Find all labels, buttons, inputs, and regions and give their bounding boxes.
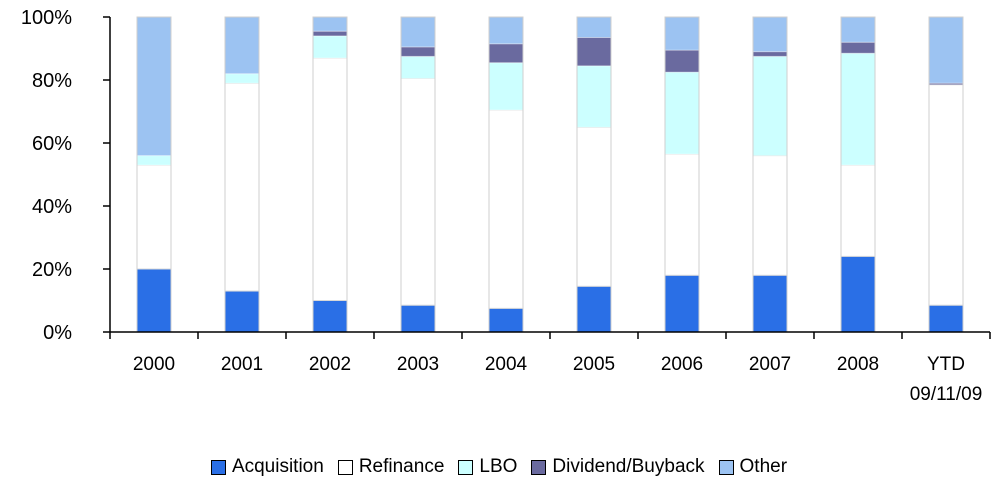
bar-segment-acquisition	[400, 304, 436, 333]
bar-segment-acquisition	[840, 255, 876, 333]
x-tick-label: 2005	[573, 354, 615, 375]
legend-item-refinance: Refinance	[337, 456, 445, 478]
legend-label: Other	[739, 456, 788, 477]
y-tick-label: 60%	[32, 133, 72, 155]
y-axis: 0% 20% 40% 60% 80% 100%	[21, 7, 111, 344]
bar-segment-refinance	[224, 82, 260, 292]
x-tick-label: 2002	[309, 354, 351, 375]
bar-segment-lbo	[576, 65, 612, 128]
legend-swatch	[337, 459, 353, 475]
legend-label: Refinance	[358, 456, 445, 477]
bar-segment-refinance	[928, 84, 964, 306]
bar-segment-refinance	[136, 164, 172, 270]
legend-item-acquisition: Acquisition	[210, 456, 324, 478]
legend-swatch	[718, 459, 734, 475]
legend-label: LBO	[479, 456, 518, 477]
bar-segment-lbo	[840, 52, 876, 166]
bar-segment-acquisition	[224, 290, 260, 333]
legend-item-lbo: LBO	[458, 456, 517, 478]
legend-item-other: Other	[718, 456, 788, 478]
bar-segment-dividend-buyback	[400, 46, 436, 57]
bars	[136, 16, 964, 333]
bar-segment-lbo	[224, 73, 260, 84]
bar-segment-acquisition	[488, 307, 524, 333]
bar-segment-refinance	[664, 153, 700, 276]
bar-segment-other	[488, 16, 524, 45]
x-tick-label: 2001	[221, 354, 263, 375]
bar-segment-other	[928, 16, 964, 84]
bar-segment-dividend-buyback	[312, 30, 348, 37]
bar-segment-other	[664, 16, 700, 51]
x-tick-label: 2004	[485, 354, 528, 375]
bar-segment-lbo	[136, 155, 172, 166]
legend: Acquisition Refinance LBO Dividend/Buyback O…	[0, 456, 998, 478]
bar-segment-lbo	[752, 55, 788, 157]
bar-segment-acquisition	[136, 268, 172, 333]
bar-segment-refinance	[576, 126, 612, 287]
legend-swatch	[531, 459, 547, 475]
bar-segment-other	[840, 16, 876, 43]
bar-segment-lbo	[312, 35, 348, 59]
bar-segment-dividend-buyback	[488, 43, 524, 64]
x-tick-label: 2006	[661, 354, 703, 375]
x-tick-label: 2008	[837, 354, 879, 375]
bar-segment-refinance	[312, 57, 348, 302]
legend-item-dividend-buyback: Dividend/Buyback	[531, 456, 705, 478]
x-tick-label: 2003	[397, 354, 439, 375]
bar-segment-lbo	[488, 62, 524, 111]
bar-segment-dividend-buyback	[752, 51, 788, 57]
x-tick-label: 2000	[133, 354, 175, 375]
y-tick-label: 100%	[21, 7, 72, 29]
bar-segment-refinance	[840, 164, 876, 257]
bar-segment-other	[136, 16, 172, 157]
y-tick-label: 40%	[32, 196, 72, 218]
bar-segment-other	[752, 16, 788, 53]
bar-segment-lbo	[664, 71, 700, 155]
legend-swatch	[210, 459, 226, 475]
bar-segment-other	[400, 16, 436, 48]
bar-segment-dividend-buyback	[840, 41, 876, 54]
legend-label: Acquisition	[231, 456, 324, 477]
bar-segment-acquisition	[576, 285, 612, 333]
x-tick-label: 2007	[749, 354, 791, 375]
bar-segment-other	[312, 16, 348, 32]
bar-segment-acquisition	[752, 274, 788, 333]
x-tick-label: YTD 09/11/09	[910, 354, 983, 405]
y-tick-label: 0%	[43, 322, 72, 344]
bar-segment-lbo	[400, 55, 436, 79]
bar-segment-dividend-buyback	[576, 36, 612, 67]
bar-segment-refinance	[752, 155, 788, 276]
bar-segment-other	[576, 16, 612, 38]
bar-segment-other	[224, 16, 260, 75]
bar-segment-refinance	[400, 77, 436, 306]
y-tick-label: 20%	[32, 259, 72, 281]
bar-segment-acquisition	[312, 300, 348, 333]
x-axis: 2000 2001 2002 2003 2004 2005 2006 2007 2008 YTD 0…	[109, 331, 991, 405]
legend-label: Dividend/Buyback	[552, 456, 705, 477]
bar-segment-dividend-buyback	[664, 49, 700, 73]
y-tick-label: 80%	[32, 70, 72, 92]
bar-segment-acquisition	[664, 274, 700, 333]
legend-swatch	[458, 459, 474, 475]
bar-segment-acquisition	[928, 304, 964, 333]
bar-segment-refinance	[488, 109, 524, 309]
